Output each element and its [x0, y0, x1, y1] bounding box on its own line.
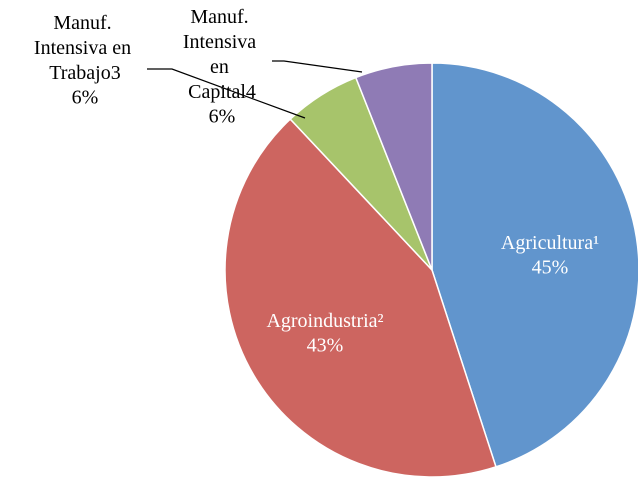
value-label: 45% [532, 257, 569, 279]
slice-label: Manuf. Intensiva en Trabajo3 [34, 12, 136, 84]
value-label: 6% [209, 106, 236, 128]
pie-slice [354, 62, 433, 271]
value-label: 43% [307, 335, 344, 357]
value-label: 6% [72, 87, 99, 109]
slice-label: Manuf. Intensiva en Capital4 [183, 6, 261, 103]
pie-slice [224, 118, 497, 478]
leader-line [272, 60, 363, 73]
slices [224, 62, 638, 478]
pie-slice [431, 62, 638, 468]
leader-line [147, 68, 306, 119]
slice-label: Agricultura¹ [501, 232, 599, 254]
slice-label: Agroindustria² [266, 310, 383, 332]
